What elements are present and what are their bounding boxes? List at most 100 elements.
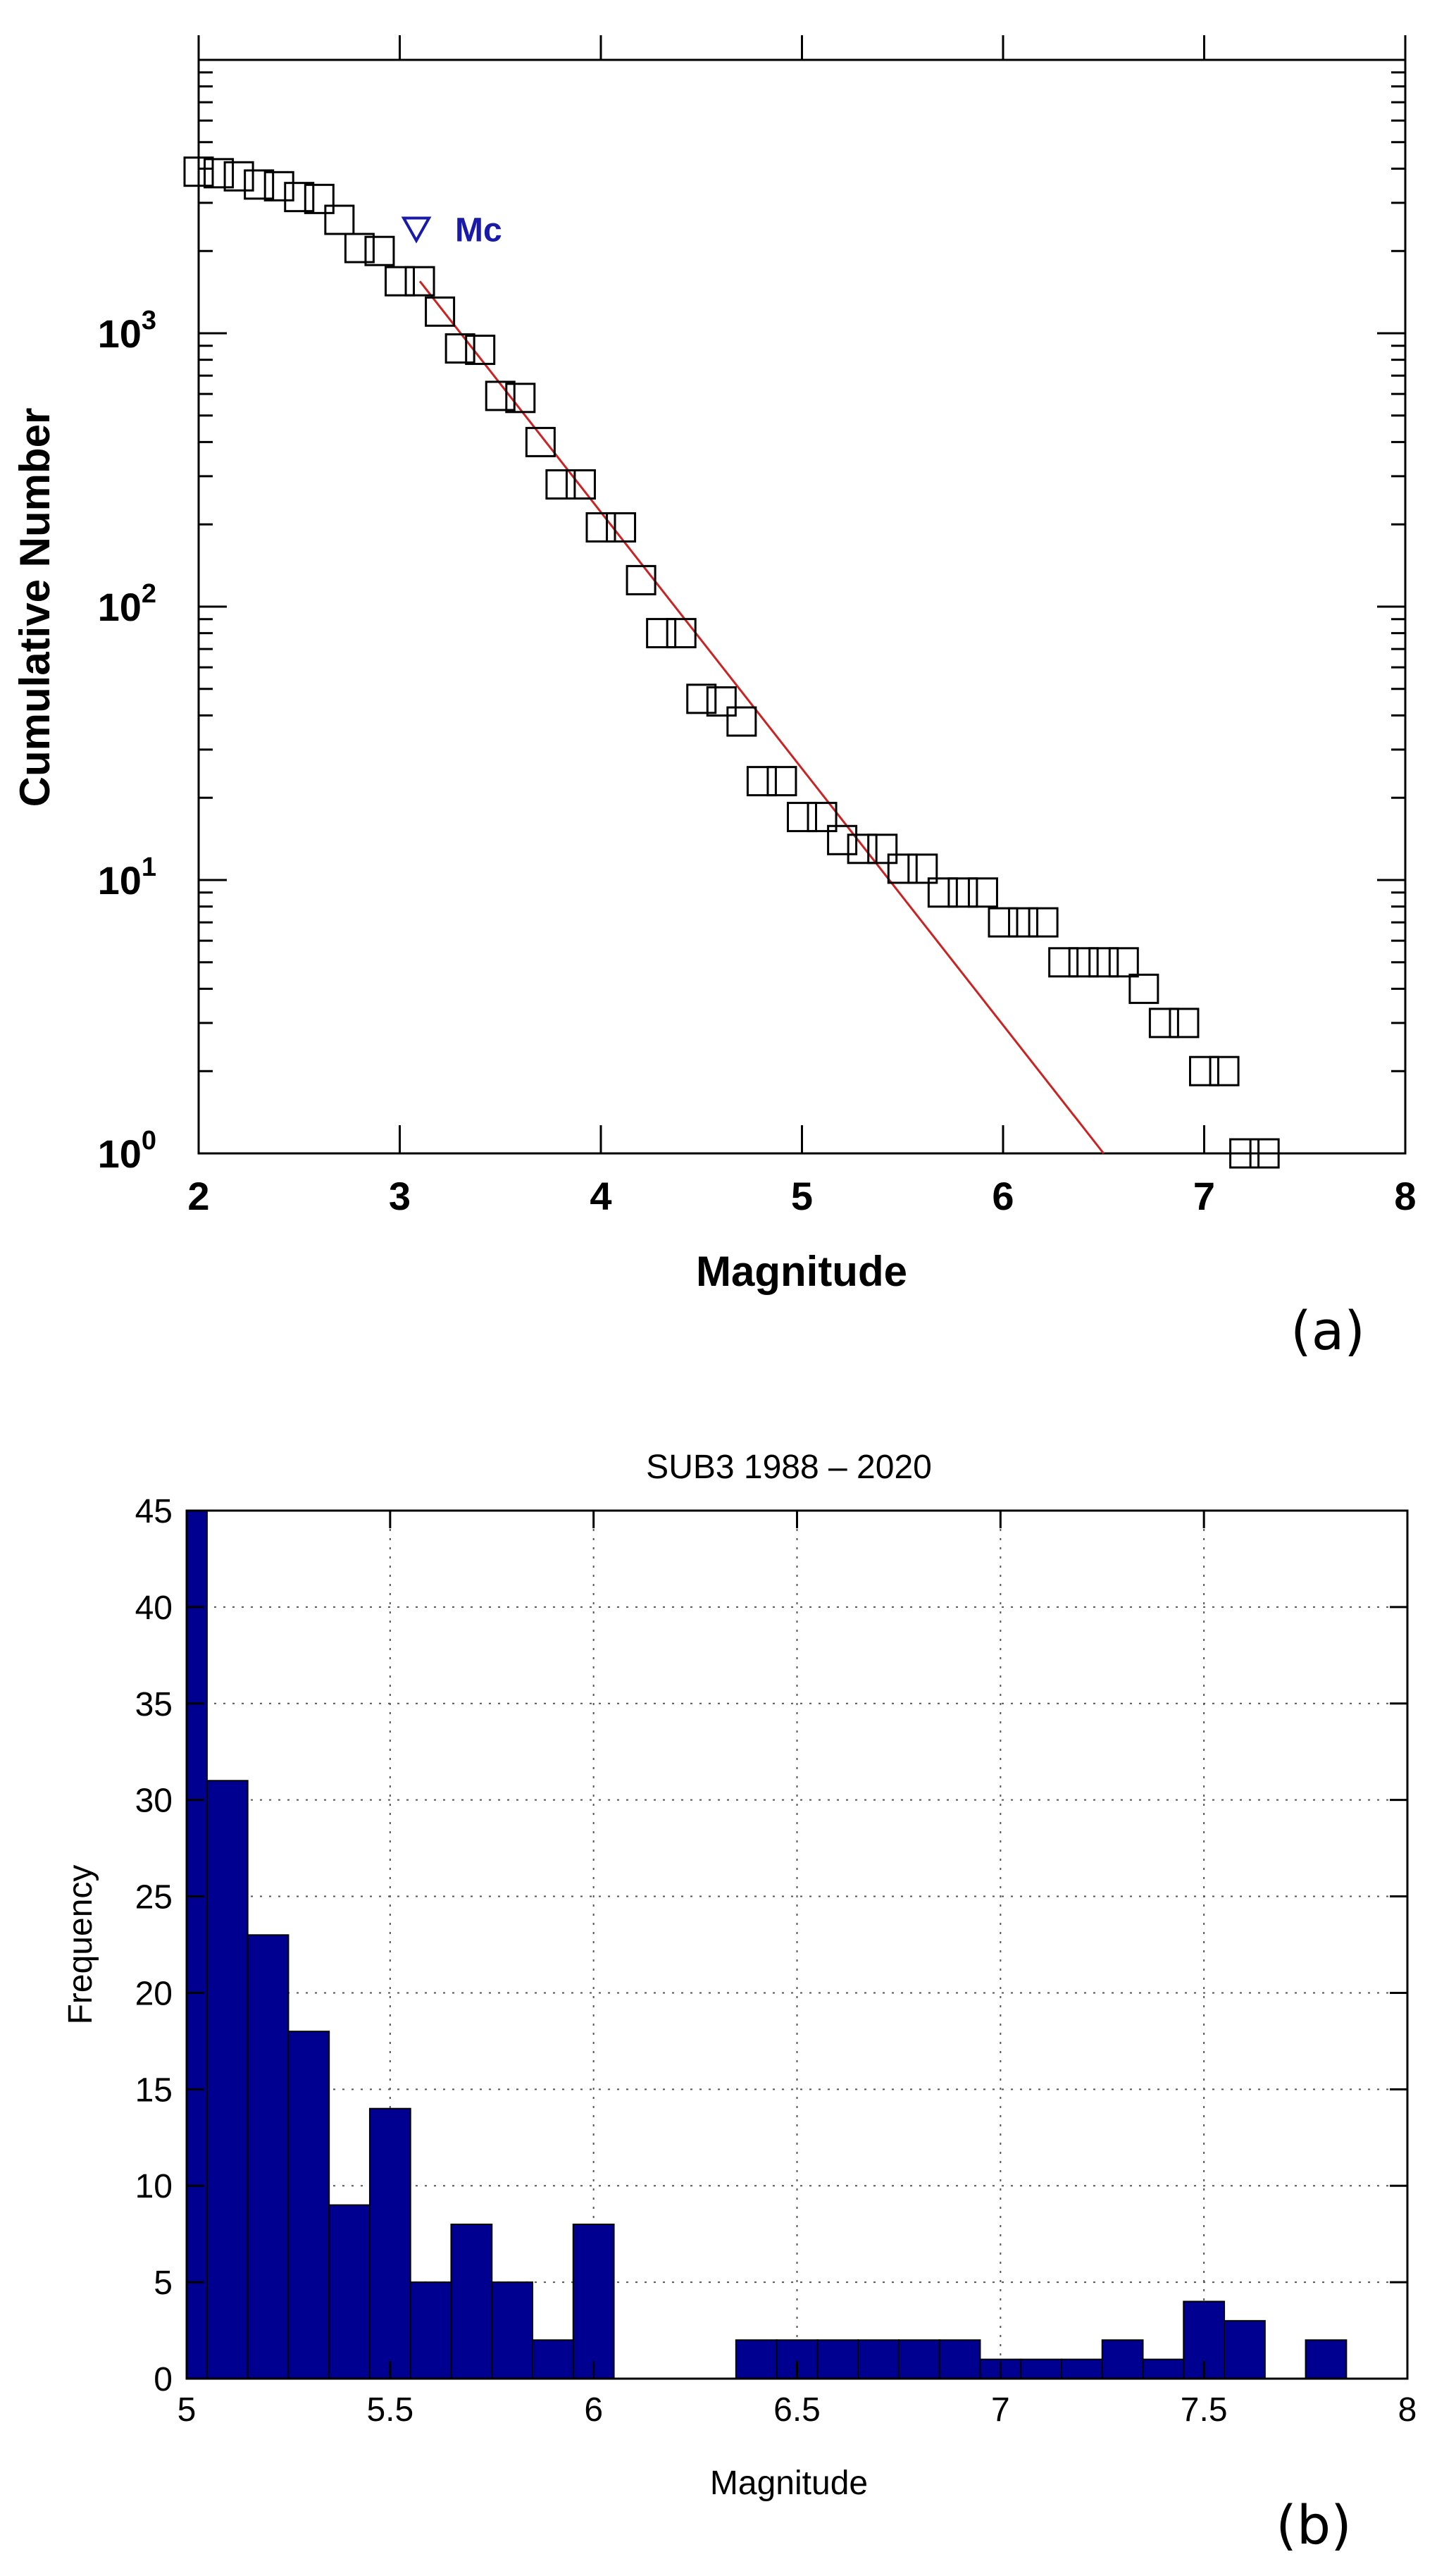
y-tick-label: 25 xyxy=(135,1879,173,1916)
panel-a-x-axis-title: Magnitude xyxy=(696,1248,907,1295)
histogram-bar xyxy=(491,2281,534,2379)
panel-a-ticks xyxy=(197,35,1407,1155)
data-point xyxy=(284,182,315,213)
data-point xyxy=(967,877,998,908)
data-point xyxy=(545,469,576,500)
histogram-bar xyxy=(1101,2339,1144,2379)
data-point xyxy=(444,333,475,364)
panel-b-label: (b) xyxy=(1276,2493,1352,2556)
data-point xyxy=(1148,1008,1179,1039)
data-point xyxy=(827,824,858,855)
data-point xyxy=(244,169,275,200)
panel-b-x-axis-title: Magnitude xyxy=(710,2465,868,2502)
panel-b-y-axis-title: Frequency xyxy=(62,1865,99,2025)
panel-a-y-tick-labels: 100 101 102 103 xyxy=(98,306,156,1176)
data-point xyxy=(425,296,456,327)
data-point xyxy=(505,383,536,414)
data-point xyxy=(485,380,516,411)
data-point xyxy=(606,512,637,543)
data-point xyxy=(686,683,717,714)
histogram-bar xyxy=(186,1510,208,2379)
panel-b-x-tick-labels: 5 5.5 6 6.5 7 7.5 8 xyxy=(178,2391,1417,2429)
data-point xyxy=(1169,1008,1200,1039)
histogram-bar xyxy=(938,2339,981,2379)
data-point xyxy=(263,171,294,202)
x-tick-label: 6 xyxy=(584,2391,603,2429)
y-tick-label: 0 xyxy=(154,2361,173,2398)
data-point xyxy=(324,204,355,235)
y-tick-label: 30 xyxy=(135,1783,173,1820)
data-point xyxy=(1088,947,1119,978)
data-point xyxy=(1229,1138,1260,1169)
histogram-bar xyxy=(1060,2358,1103,2380)
data-point xyxy=(787,802,817,833)
data-point xyxy=(1249,1138,1280,1169)
x-tick-label: 8 xyxy=(1398,2391,1417,2429)
y-tick-label: 5 xyxy=(154,2265,173,2302)
histogram-bar xyxy=(328,2204,371,2380)
histogram-bar xyxy=(247,1934,290,2379)
y-tick-label: 45 xyxy=(135,1493,173,1530)
data-point xyxy=(565,469,596,500)
histogram-bar xyxy=(1224,2319,1266,2380)
data-point xyxy=(1068,947,1099,978)
data-point xyxy=(1008,907,1039,938)
panel-a-gutenberg-richter-plot: 2 3 4 5 6 7 8 100 101 102 103 Mc Magnitude Cumula… xyxy=(11,35,1417,1362)
histogram-bar xyxy=(1142,2358,1185,2380)
mc-label: Mc xyxy=(455,211,502,249)
y-tick-label: 101 xyxy=(98,853,156,903)
data-point xyxy=(807,802,838,833)
x-tick-label: 7.5 xyxy=(1181,2391,1228,2429)
data-point xyxy=(927,877,958,908)
histogram-bar xyxy=(409,2281,452,2379)
data-point xyxy=(525,426,556,457)
data-point xyxy=(666,618,697,649)
panel-b-magnitude-histogram: SUB3 1988 – 2020 5 5.5 6 6.5 7 7.5 8 051015202… xyxy=(62,1449,1417,2556)
y-tick-label: 40 xyxy=(135,1590,173,1627)
data-point xyxy=(726,706,757,737)
data-point xyxy=(887,853,918,884)
data-point xyxy=(766,766,797,797)
x-tick-label: 2 xyxy=(187,1174,209,1218)
histogram-bar xyxy=(897,2339,940,2379)
panel-a-plot-frame xyxy=(197,58,1407,1155)
mc-triangle-icon xyxy=(401,216,432,244)
x-tick-label: 6 xyxy=(992,1174,1014,1218)
y-tick-label: 102 xyxy=(98,579,156,629)
histogram-bar xyxy=(735,2339,778,2379)
panel-a-y-axis-title: Cumulative Number xyxy=(11,408,58,807)
y-tick-label: 100 xyxy=(98,1126,156,1176)
y-tick-label: 35 xyxy=(135,1686,173,1723)
panel-b-bars xyxy=(186,1510,1348,2380)
x-tick-label: 4 xyxy=(590,1174,611,1218)
data-point xyxy=(988,907,1019,938)
data-point xyxy=(364,235,395,266)
data-point xyxy=(223,161,254,192)
x-tick-label: 7 xyxy=(1193,1174,1215,1218)
data-point xyxy=(204,158,235,189)
data-point xyxy=(1189,1055,1219,1086)
data-point xyxy=(1209,1055,1240,1086)
histogram-bar xyxy=(450,2223,493,2379)
data-point xyxy=(907,853,938,884)
histogram-bar xyxy=(206,1780,249,2379)
y-tick-label: 103 xyxy=(98,306,156,356)
histogram-bar xyxy=(532,2339,574,2379)
panel-a-mc-marker: Mc xyxy=(401,211,502,249)
data-point xyxy=(746,766,777,797)
histogram-bar xyxy=(572,2223,615,2379)
data-point xyxy=(344,233,375,264)
histogram-bar xyxy=(1305,2339,1348,2379)
x-tick-label: 6.5 xyxy=(773,2391,821,2429)
data-point xyxy=(585,512,616,543)
data-point xyxy=(1048,947,1079,978)
data-point xyxy=(867,834,898,865)
data-point xyxy=(304,183,335,214)
x-tick-label: 5.5 xyxy=(366,2391,413,2429)
histogram-bar xyxy=(857,2339,900,2379)
data-point xyxy=(465,334,496,365)
x-tick-label: 7 xyxy=(991,2391,1010,2429)
histogram-bar xyxy=(816,2339,859,2379)
panel-a-label: (a) xyxy=(1290,1299,1365,1362)
